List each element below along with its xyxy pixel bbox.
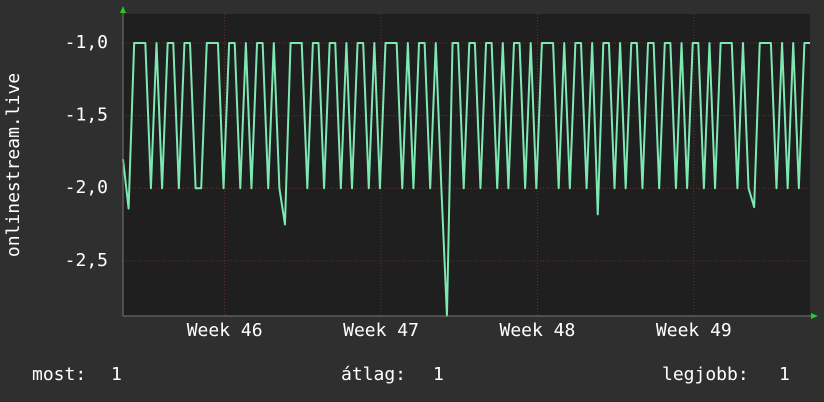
- x-tick-label: Week 49: [656, 320, 732, 341]
- y-tick-label: -2,0: [65, 177, 108, 198]
- legend: most: 1 átlag: 1 legjobb: 1: [32, 364, 790, 385]
- legend-value: 1: [111, 364, 122, 385]
- legend-label: átlag:: [341, 364, 406, 385]
- x-tick-label: Week 48: [500, 320, 576, 341]
- y-tick-label: -1,5: [65, 105, 108, 126]
- y-tick-label: -1,0: [65, 32, 108, 53]
- data-line: [122, 42, 810, 317]
- legend-label: legjobb:: [662, 364, 749, 385]
- x-tick-label: Week 47: [343, 320, 419, 341]
- legend-value: 1: [433, 364, 444, 385]
- legend-label: most:: [32, 364, 86, 385]
- plot-area: [123, 14, 810, 316]
- axis-arrow: [120, 6, 126, 13]
- y-tick-label: -2,5: [65, 250, 108, 271]
- legend-value: 1: [779, 364, 790, 385]
- x-tick-label: Week 46: [187, 320, 263, 341]
- axis-arrow: [811, 313, 818, 319]
- y-axis-label: onlinestream.live: [3, 73, 24, 257]
